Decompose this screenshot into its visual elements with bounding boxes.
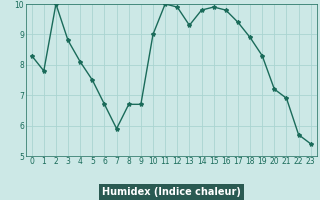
Text: Humidex (Indice chaleur): Humidex (Indice chaleur) (102, 187, 241, 197)
